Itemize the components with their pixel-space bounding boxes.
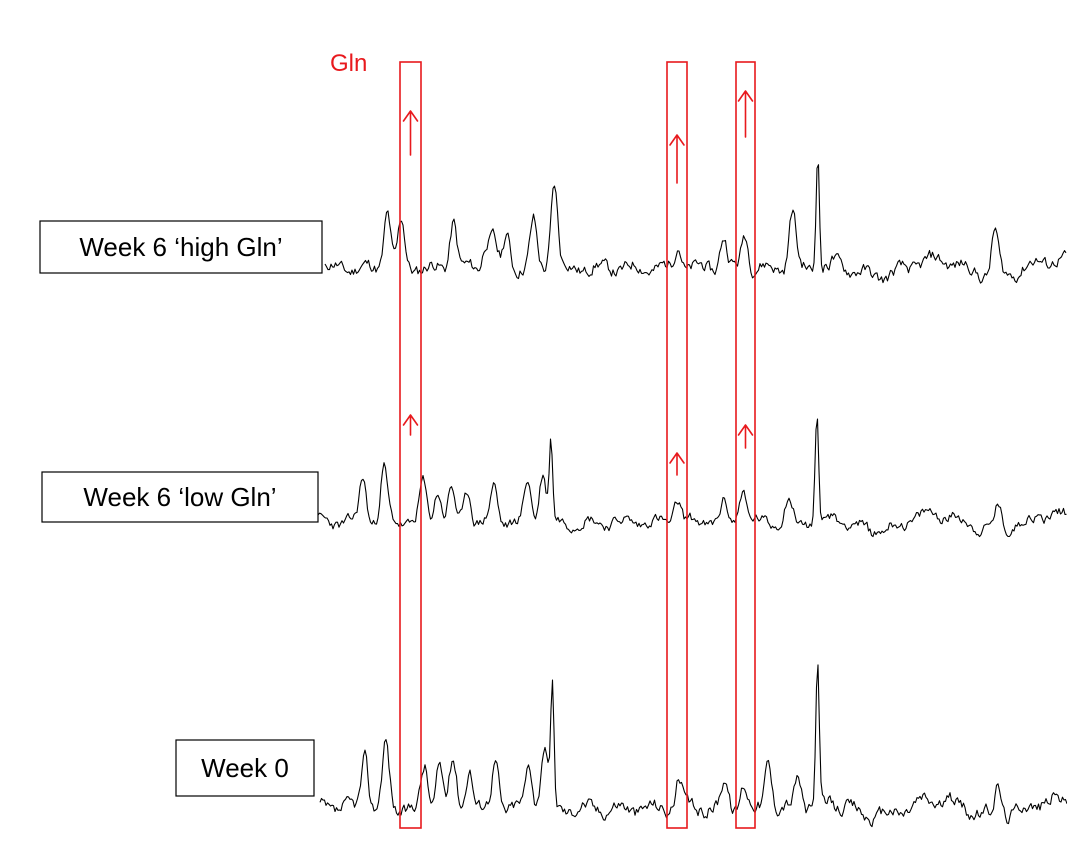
series-label-box: Week 6 ‘low Gln’ [41, 471, 319, 523]
series-label-frame [175, 739, 315, 797]
increase-arrow-icon [669, 452, 685, 476]
spectrum-trace [319, 664, 1067, 828]
increase-arrow-icon [402, 414, 419, 436]
highlight-regions [399, 61, 756, 829]
series-label-frame [39, 220, 323, 274]
increase-arrow-icon [669, 134, 685, 184]
increase-arrow-icon [737, 90, 754, 138]
series-label-box: Week 6 ‘high Gln’ [39, 220, 323, 274]
series-label-frame [41, 471, 319, 523]
spectrum-traces [317, 164, 1067, 828]
highlight-box [735, 61, 756, 829]
series-label-box: Week 0 [175, 739, 315, 797]
highlight-box [666, 61, 688, 829]
series-label: Week 6 ‘low Gln’ [83, 482, 276, 512]
series-label: Week 6 ‘high Gln’ [79, 232, 282, 262]
increase-arrow-icon [737, 424, 754, 449]
gln-annotation: Gln [330, 50, 367, 77]
increase-arrow-icon [402, 110, 419, 156]
series-label: Week 0 [201, 753, 289, 783]
highlight-box [399, 61, 422, 829]
spectrum-trace [324, 164, 1067, 284]
series-labels: Week 6 ‘high Gln’ Week 6 ‘low Gln’ Week 0 [39, 220, 323, 797]
spectrum-trace [317, 418, 1067, 538]
